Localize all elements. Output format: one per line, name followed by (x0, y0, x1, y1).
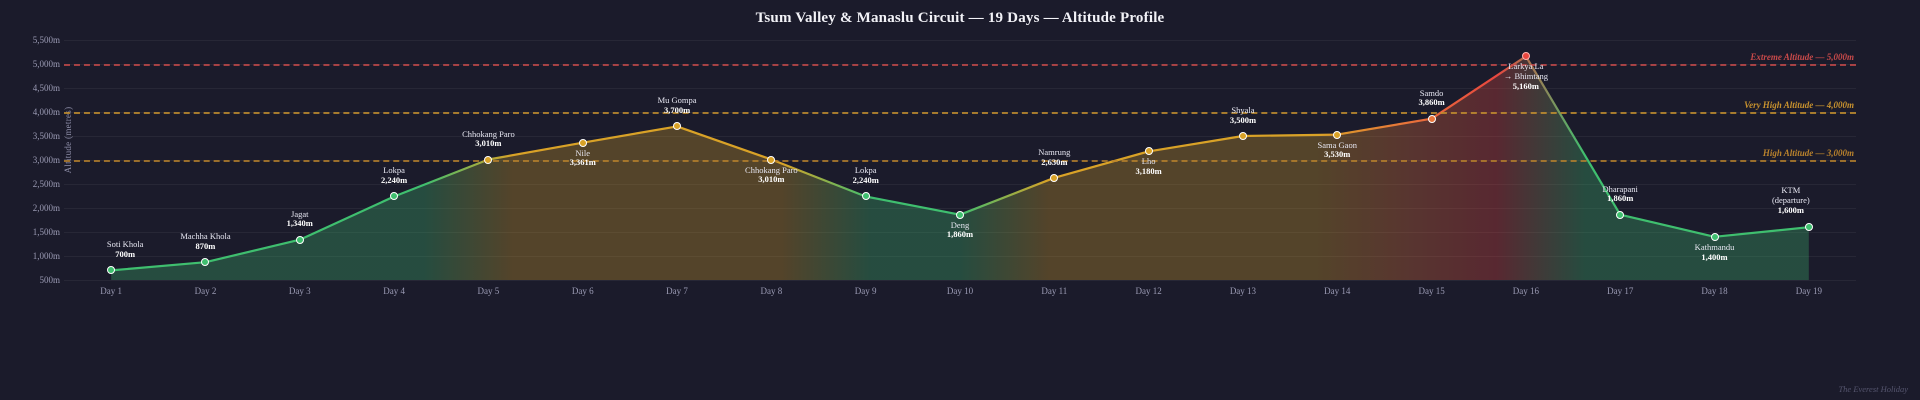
y-axis-tick: 3,000m (32, 155, 60, 165)
data-point-marker[interactable] (767, 155, 776, 164)
data-point-marker[interactable] (201, 258, 210, 267)
gridline (64, 280, 1856, 281)
data-point-marker[interactable] (956, 210, 964, 219)
x-axis-tick: Day 16 (1512, 286, 1540, 296)
data-point-marker[interactable] (1710, 232, 1719, 241)
y-axis-tick: 500m (39, 275, 60, 285)
data-point-marker[interactable] (1616, 210, 1625, 219)
data-point-marker[interactable] (1050, 173, 1059, 182)
x-axis-tick: Day 3 (288, 286, 311, 296)
data-point-marker[interactable] (484, 155, 493, 164)
threshold-line (64, 160, 1856, 162)
plot-area: Altitude (metres) 5,500m 5,000m 4,500m 4,00… (33, 35, 1856, 296)
altitude-area (111, 56, 1809, 280)
threshold-label: Very High Altitude — 4,000m (1744, 100, 1854, 110)
y-axis-tick: 3,500m (32, 131, 60, 141)
data-point-marker[interactable] (1333, 130, 1342, 139)
data-point-marker[interactable] (390, 192, 399, 201)
x-axis-tick: Day 1 (100, 286, 123, 296)
data-point-marker[interactable] (1427, 114, 1436, 123)
x-axis-tick: Day 13 (1229, 286, 1257, 296)
x-axis-tick: Day 7 (666, 286, 688, 296)
data-point-marker[interactable] (861, 192, 870, 201)
y-axis-tick: 5,500m (32, 35, 60, 45)
data-point-marker[interactable] (295, 235, 304, 244)
y-axis-tick: 4,500m (32, 83, 60, 93)
x-axis-tick: Day 2 (194, 286, 217, 296)
y-axis-tick: 2,500m (32, 179, 60, 189)
threshold-label: High Altitude — 3,000m (1762, 148, 1854, 158)
y-axis-tick: 4,000m (32, 107, 60, 117)
gridline (64, 136, 1856, 137)
x-axis-tick: Day 4 (383, 286, 405, 296)
x-axis-tick: Day 19 (1795, 286, 1822, 296)
gridline (64, 184, 1856, 185)
y-axis-tick: 5,000m (32, 59, 60, 69)
gridline (64, 40, 1856, 41)
data-point-marker[interactable] (673, 122, 682, 131)
x-axis-tick: Day 5 (477, 286, 500, 296)
page-title: Tsum Valley & Manaslu Circuit — 19 Days … (755, 10, 1165, 26)
data-point-marker[interactable] (1521, 52, 1530, 61)
data-point-marker[interactable] (1144, 147, 1153, 156)
x-axis-tick: Day 14 (1324, 286, 1351, 296)
y-axis-tick: 1,500m (32, 227, 60, 237)
x-axis-tick: Day 17 (1607, 286, 1634, 296)
x-axis-tick: Day 15 (1418, 286, 1445, 296)
y-axis-tick: 1,000m (32, 251, 60, 261)
gridline (64, 88, 1856, 89)
x-axis-tick: Day 12 (1135, 286, 1162, 296)
y-axis-tick: 2,000m (32, 203, 60, 213)
x-axis-tick: Day 6 (571, 286, 594, 296)
footer-credit: The Everest Holiday (1838, 384, 1908, 394)
data-point-marker[interactable] (107, 266, 116, 275)
x-axis-tick: Day 8 (760, 286, 783, 296)
threshold-line (64, 112, 1856, 114)
x-axis-tick: Day 18 (1701, 286, 1728, 296)
data-point-marker[interactable] (1238, 132, 1247, 140)
gridline (64, 208, 1856, 209)
x-axis-tick: Day 9 (854, 286, 877, 296)
threshold-label: Extreme Altitude — 5,000m (1750, 52, 1854, 62)
threshold-line (64, 64, 1856, 66)
x-axis-tick: Day 10 (946, 286, 974, 296)
data-point-marker[interactable] (1804, 223, 1813, 232)
data-point-marker[interactable] (578, 138, 587, 147)
x-axis-tick: Day 11 (1041, 286, 1068, 296)
